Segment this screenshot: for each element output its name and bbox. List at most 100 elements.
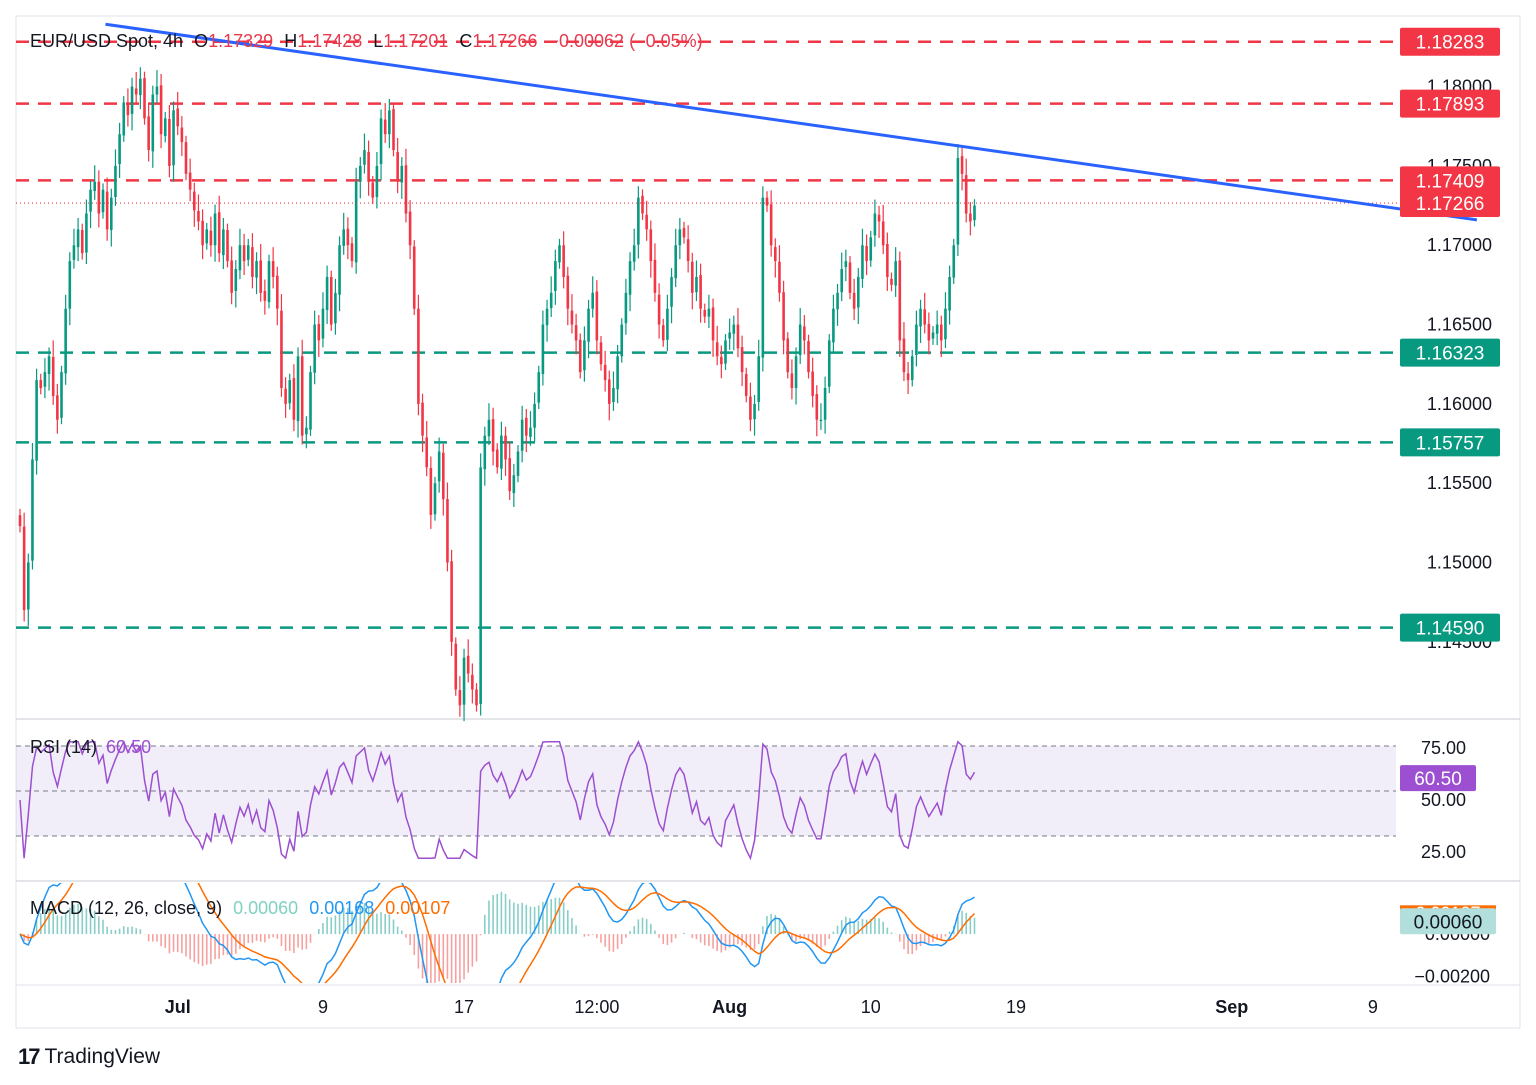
- candle-body: [64, 308, 67, 374]
- close-value: 1.17266: [472, 31, 538, 51]
- candle-body: [367, 151, 370, 182]
- candle-body: [201, 220, 204, 246]
- candle-body: [371, 182, 375, 198]
- rsi-tick-label: 50.00: [1421, 790, 1466, 810]
- candle-body: [940, 324, 943, 341]
- candle-body: [39, 380, 43, 389]
- candle-body: [139, 78, 142, 96]
- candle-body: [255, 261, 258, 278]
- tradingview-logo[interactable]: 17 TradingView: [18, 1044, 160, 1070]
- candle-body: [375, 165, 379, 198]
- macd-hist-tag: [1400, 908, 1496, 935]
- candle-body: [545, 308, 549, 326]
- candle-body: [670, 276, 673, 307]
- candle-body: [894, 261, 897, 286]
- candle-body: [616, 356, 619, 390]
- candle-body: [388, 110, 391, 135]
- candle-body: [396, 151, 399, 182]
- candle-body: [122, 102, 126, 136]
- candle-body: [608, 379, 611, 404]
- candle-body: [649, 229, 653, 262]
- candle-body: [516, 451, 520, 476]
- candle-body: [969, 213, 972, 222]
- candle-body: [475, 689, 478, 706]
- candle-body: [869, 237, 873, 261]
- candle-body: [43, 372, 47, 387]
- candle-body: [811, 371, 814, 396]
- macd-hist-value: 0.00060: [233, 898, 299, 918]
- candle-body: [342, 229, 345, 246]
- candle-body: [35, 380, 38, 461]
- candle-body: [578, 339, 582, 373]
- candle-body: [188, 172, 192, 190]
- price-tick-label: 1.15500: [1427, 473, 1492, 493]
- candle-body: [910, 356, 914, 381]
- macd-header: MACD (12, 26, close, 9) 0.00060 0.00168 …: [30, 898, 450, 919]
- candle-body: [964, 175, 968, 214]
- candle-body: [359, 165, 362, 182]
- candle-body: [450, 561, 453, 642]
- candle-body: [686, 239, 690, 262]
- candle-body: [927, 323, 931, 341]
- candle-body: [794, 356, 798, 389]
- candle-body: [591, 292, 594, 309]
- candle-body: [234, 269, 238, 291]
- candle-body: [483, 435, 487, 470]
- candle-body: [168, 118, 171, 166]
- rsi-header-value: 60.50: [106, 737, 152, 757]
- rsi-tick-label: 75.00: [1421, 738, 1466, 758]
- candle-body: [346, 228, 350, 246]
- candle-body: [18, 515, 22, 527]
- candle-body: [118, 134, 121, 165]
- candle-body: [72, 245, 76, 260]
- support-level-tag: [1400, 613, 1500, 642]
- candle-body: [495, 449, 499, 468]
- candle-body: [915, 324, 918, 356]
- candle-body: [412, 246, 416, 309]
- candle-body: [877, 214, 881, 222]
- candle-body: [325, 276, 329, 310]
- candle-body: [641, 195, 644, 214]
- candle-body: [392, 109, 395, 151]
- candle-body: [782, 292, 785, 341]
- candle-body: [110, 197, 113, 231]
- tradingview-logo-icon: 17: [18, 1044, 41, 1069]
- resistance-level-label: 1.17409: [1416, 171, 1485, 192]
- candle-body: [624, 292, 628, 324]
- support-level-label: 1.14590: [1416, 619, 1485, 640]
- candle-body: [740, 347, 744, 373]
- high-value: 1.17428: [297, 31, 363, 51]
- resistance-level-tag: [1400, 27, 1500, 56]
- candle-body: [919, 308, 922, 327]
- candle-body: [80, 230, 84, 254]
- candle-body: [774, 247, 777, 262]
- rsi-label: RSI (14): [30, 737, 98, 757]
- candle-body: [56, 395, 59, 420]
- resistance-level-label: 1.17893: [1416, 95, 1485, 116]
- candle-body: [458, 690, 462, 706]
- candle-body: [454, 643, 458, 690]
- candle-body: [105, 191, 109, 230]
- candle-body: [881, 221, 885, 246]
- candle-body: [661, 325, 665, 341]
- candle-body: [637, 197, 640, 245]
- candle-body: [500, 435, 503, 469]
- candle-body: [541, 324, 545, 375]
- candle-body: [305, 427, 308, 435]
- candle-body: [790, 373, 794, 389]
- candle-body: [699, 275, 702, 309]
- candle-body: [728, 332, 731, 339]
- time-tick-label: 9: [318, 997, 328, 1017]
- candle-body: [408, 211, 412, 246]
- candle-body: [321, 308, 325, 339]
- candle-body: [645, 214, 648, 230]
- chart-header: EUR/USD Spot, 4h O1.17329 H1.17428 L1.17…: [30, 31, 709, 52]
- candle-body: [425, 437, 428, 468]
- candle-body: [329, 276, 333, 325]
- candle-body: [114, 165, 117, 198]
- candle-body: [865, 245, 868, 262]
- candle-body: [558, 245, 561, 263]
- candle-body: [798, 324, 802, 356]
- candle-body: [230, 260, 233, 293]
- high-label: H: [284, 31, 298, 51]
